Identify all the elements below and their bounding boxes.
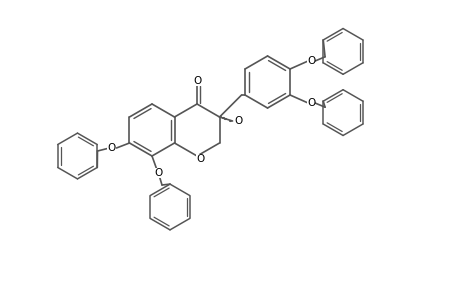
Text: O: O bbox=[196, 154, 204, 164]
Text: O: O bbox=[155, 168, 163, 178]
Text: O: O bbox=[234, 116, 242, 126]
Text: O: O bbox=[306, 56, 314, 66]
Text: O: O bbox=[107, 143, 115, 153]
Text: O: O bbox=[192, 76, 201, 86]
Text: O: O bbox=[306, 98, 314, 108]
